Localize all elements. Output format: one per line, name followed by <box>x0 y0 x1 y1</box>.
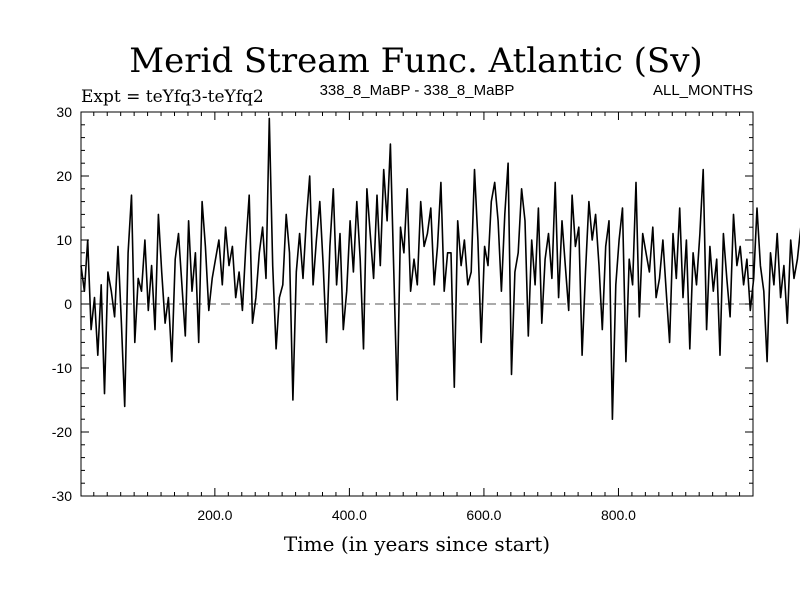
chart-title: Merid Stream Func. Atlantic (Sv) <box>129 41 702 81</box>
x-tick-label: 200.0 <box>197 507 232 523</box>
y-tick-label: 0 <box>64 296 72 312</box>
y-tick-label: -20 <box>52 424 72 440</box>
y-tick-label: 10 <box>56 232 72 248</box>
y-tick-label: -10 <box>52 360 72 376</box>
y-axis: -30 -20 -10 0 10 20 30 <box>52 104 753 504</box>
y-tick-label: 20 <box>56 168 72 184</box>
x-tick-label: 600.0 <box>466 507 501 523</box>
y-tick-label: 30 <box>56 104 72 120</box>
period-label: 338_8_MaBP - 338_8_MaBP <box>320 82 515 99</box>
x-tick-label: 400.0 <box>332 507 367 523</box>
x-tick-label: 800.0 <box>601 507 636 523</box>
x-axis: 200.0 400.0 600.0 800.0 <box>93 112 741 523</box>
experiment-label: Expt = teYfq3-teYfq2 <box>81 87 264 107</box>
x-axis-label: Time (in years since start) <box>284 532 550 556</box>
series-line <box>80 117 800 421</box>
months-label: ALL_MONTHS <box>653 82 753 99</box>
series-group <box>80 117 800 421</box>
y-tick-label: -30 <box>52 488 72 504</box>
